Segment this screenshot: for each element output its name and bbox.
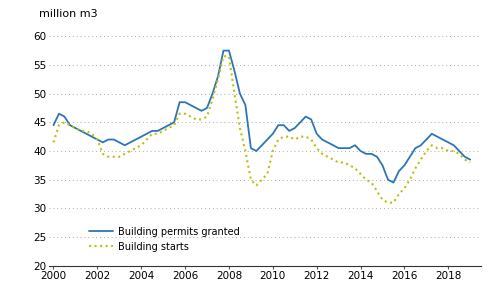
Building permits granted (51, 123, 56, 127)
Building starts (188, 115, 193, 118)
Building permits granted (226, 49, 232, 53)
Building starts (385, 201, 391, 204)
Building permits granted (220, 49, 226, 53)
Building starts (133, 146, 138, 150)
Line: Building permits granted: Building permits granted (54, 51, 470, 182)
Legend: Building permits granted, Building starts: Building permits granted, Building start… (88, 227, 240, 252)
Building permits granted (390, 181, 396, 184)
Line: Building starts: Building starts (54, 56, 470, 203)
Building permits granted (286, 129, 292, 133)
Building starts (286, 135, 292, 138)
Building permits granted (237, 92, 243, 95)
Building starts (237, 126, 243, 130)
Building starts (226, 54, 232, 58)
Building permits granted (467, 158, 473, 161)
Building starts (51, 141, 56, 144)
Building permits granted (193, 106, 199, 110)
Text: million m3: million m3 (39, 9, 98, 19)
Building permits granted (133, 138, 138, 141)
Building starts (467, 161, 473, 164)
Building starts (220, 54, 226, 58)
Building starts (193, 118, 199, 121)
Building permits granted (188, 103, 193, 107)
